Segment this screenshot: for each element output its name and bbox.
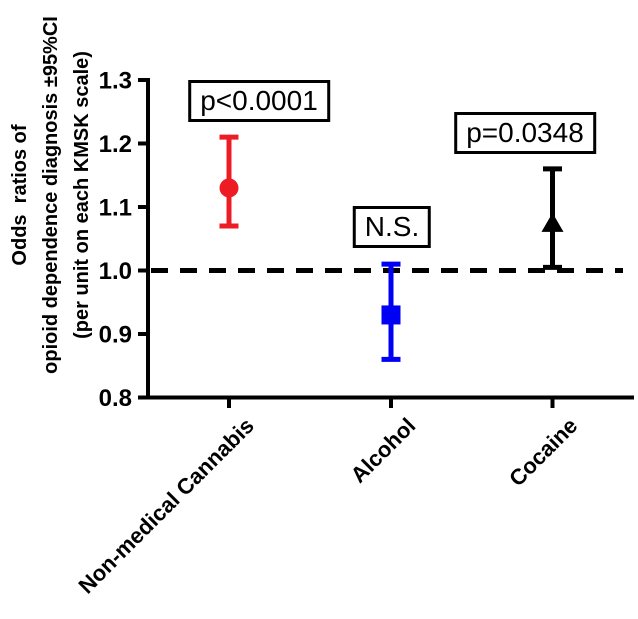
y-axis-title-line-2: opioid dependence diagnosis ±95%CI: [40, 16, 62, 374]
p-value-box-cannabis: p<0.0001: [188, 80, 330, 122]
y-tick-label: 1.2: [99, 131, 132, 158]
y-axis-title: Odds ratios of opioid dependence diagnos…: [5, 0, 101, 395]
y-tick-label: 1.0: [99, 258, 132, 285]
x-axis-ticks: [227, 397, 555, 408]
marker-circle: [219, 178, 239, 198]
y-axis-title-line-1: Odds ratios of: [9, 124, 31, 266]
y-axis-ticks: 1.3 1.2 1.1 1.0 0.9 0.8: [99, 68, 148, 412]
y-tick-label: 0.8: [99, 385, 132, 412]
series-non-medical-cannabis: [219, 134, 239, 229]
marker-triangle: [541, 212, 564, 232]
y-tick-label: 1.3: [99, 68, 132, 95]
series-alcohol: [381, 261, 401, 362]
y-axis-title-line-3: (per unit on each KMSK scale): [71, 51, 93, 339]
data-points: [219, 134, 564, 362]
p-value-box-alcohol: N.S.: [352, 206, 432, 248]
marker-square: [381, 305, 401, 325]
p-value-box-cocaine: p=0.0348: [454, 112, 596, 154]
series-cocaine: [541, 166, 564, 270]
y-tick-label: 1.1: [99, 195, 132, 222]
y-tick-label: 0.9: [99, 322, 132, 349]
